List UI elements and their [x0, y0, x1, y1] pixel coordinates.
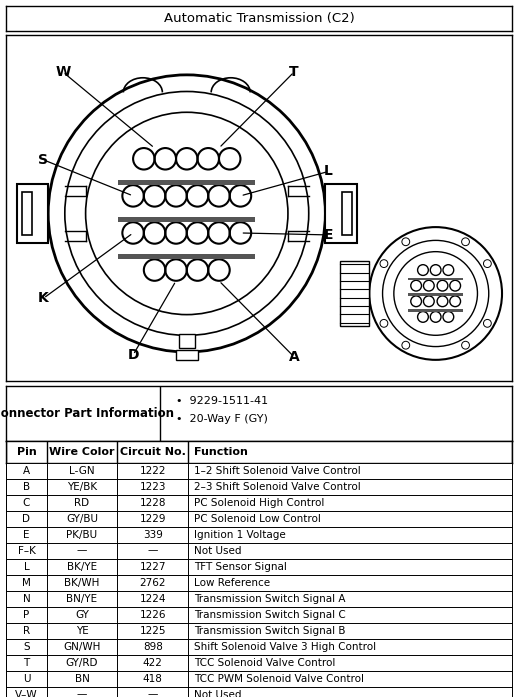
Text: PK/BU: PK/BU — [66, 530, 97, 539]
Text: Function: Function — [194, 447, 248, 457]
Text: Connector Part Information: Connector Part Information — [0, 406, 175, 420]
Text: 2762: 2762 — [139, 578, 166, 588]
Text: 2–3 Shift Solenoid Valve Control: 2–3 Shift Solenoid Valve Control — [194, 482, 361, 491]
Text: S: S — [23, 641, 30, 652]
Text: F–K: F–K — [18, 546, 35, 556]
Text: Transmission Switch Signal B: Transmission Switch Signal B — [194, 626, 346, 636]
Text: Circuit No.: Circuit No. — [120, 447, 186, 457]
Text: D: D — [22, 514, 31, 523]
Bar — [119, 217, 255, 222]
Text: 1–2 Shift Solenoid Valve Control: 1–2 Shift Solenoid Valve Control — [194, 466, 361, 475]
Text: 1223: 1223 — [139, 482, 166, 491]
Text: 1229: 1229 — [139, 514, 166, 523]
Bar — [340, 261, 369, 325]
Text: Not Used: Not Used — [194, 689, 242, 697]
Text: BK/YE: BK/YE — [67, 562, 97, 572]
Text: TCC Solenoid Valve Control: TCC Solenoid Valve Control — [194, 657, 336, 668]
Bar — [17, 184, 48, 243]
Text: BN: BN — [75, 673, 90, 684]
Text: 339: 339 — [143, 530, 163, 539]
Bar — [342, 192, 352, 235]
Text: V–W: V–W — [15, 689, 38, 697]
Bar — [176, 350, 197, 360]
Text: BK/WH: BK/WH — [64, 578, 100, 588]
Text: U: U — [23, 673, 30, 684]
Text: •  9229-1511-41
•  20-Way F (GY): • 9229-1511-41 • 20-Way F (GY) — [176, 397, 268, 424]
Text: Low Reference: Low Reference — [194, 578, 270, 588]
Text: Not Used: Not Used — [194, 546, 242, 556]
Text: Pin: Pin — [17, 447, 36, 457]
Circle shape — [402, 238, 410, 245]
Text: YE/BK: YE/BK — [67, 482, 97, 491]
Text: PC Solenoid Low Control: PC Solenoid Low Control — [194, 514, 321, 523]
Text: 1224: 1224 — [139, 594, 166, 604]
Text: —: — — [148, 689, 158, 697]
Text: N: N — [23, 594, 31, 604]
Text: TCC PWM Solenoid Valve Control: TCC PWM Solenoid Valve Control — [194, 673, 364, 684]
Text: 1227: 1227 — [139, 562, 166, 572]
Text: B: B — [23, 482, 30, 491]
Circle shape — [462, 238, 469, 245]
Circle shape — [483, 260, 491, 268]
Text: E: E — [324, 228, 333, 242]
Text: Automatic Transmission (C2): Automatic Transmission (C2) — [164, 12, 354, 24]
Text: 898: 898 — [143, 641, 163, 652]
Circle shape — [402, 342, 410, 349]
Text: T: T — [23, 657, 30, 668]
Text: TFT Sensor Signal: TFT Sensor Signal — [194, 562, 287, 572]
Text: GY/BU: GY/BU — [66, 514, 98, 523]
Bar — [22, 192, 32, 235]
Bar — [408, 278, 463, 280]
Text: YE: YE — [76, 626, 89, 636]
Text: T: T — [290, 65, 299, 79]
Text: A: A — [23, 466, 30, 475]
Bar — [408, 309, 463, 312]
Bar — [179, 335, 195, 348]
Bar — [119, 181, 255, 185]
Text: D: D — [127, 348, 139, 362]
Text: PC Solenoid High Control: PC Solenoid High Control — [194, 498, 325, 507]
Text: BN/YE: BN/YE — [66, 594, 97, 604]
Text: 418: 418 — [143, 673, 163, 684]
Text: Ignition 1 Voltage: Ignition 1 Voltage — [194, 530, 286, 539]
Text: L: L — [324, 164, 333, 178]
Text: A: A — [289, 350, 299, 364]
Text: R: R — [23, 626, 30, 636]
Text: P: P — [23, 610, 30, 620]
Text: RD: RD — [75, 498, 90, 507]
Circle shape — [380, 319, 388, 328]
Text: Transmission Switch Signal A: Transmission Switch Signal A — [194, 594, 346, 604]
Bar — [325, 184, 356, 243]
Text: 1222: 1222 — [139, 466, 166, 475]
Text: Wire Color: Wire Color — [49, 447, 115, 457]
Text: S: S — [38, 153, 48, 167]
Text: 1228: 1228 — [139, 498, 166, 507]
Text: GY: GY — [75, 610, 89, 620]
Circle shape — [462, 342, 469, 349]
Text: E: E — [23, 530, 30, 539]
Text: 1226: 1226 — [139, 610, 166, 620]
Circle shape — [380, 260, 388, 268]
Text: W: W — [55, 65, 70, 79]
Text: GN/WH: GN/WH — [63, 641, 100, 652]
Text: K: K — [38, 291, 49, 305]
Text: Shift Solenoid Valve 3 High Control: Shift Solenoid Valve 3 High Control — [194, 641, 377, 652]
Text: GY/RD: GY/RD — [66, 657, 98, 668]
Text: Transmission Switch Signal C: Transmission Switch Signal C — [194, 610, 346, 620]
Text: C: C — [23, 498, 30, 507]
Text: —: — — [148, 546, 158, 556]
Text: 422: 422 — [143, 657, 163, 668]
Text: M: M — [22, 578, 31, 588]
Bar — [408, 293, 463, 296]
Text: 1225: 1225 — [139, 626, 166, 636]
Text: L-GN: L-GN — [69, 466, 95, 475]
Circle shape — [483, 319, 491, 328]
Text: L: L — [23, 562, 30, 572]
Text: —: — — [77, 689, 87, 697]
Text: —: — — [77, 546, 87, 556]
Bar — [119, 254, 255, 259]
